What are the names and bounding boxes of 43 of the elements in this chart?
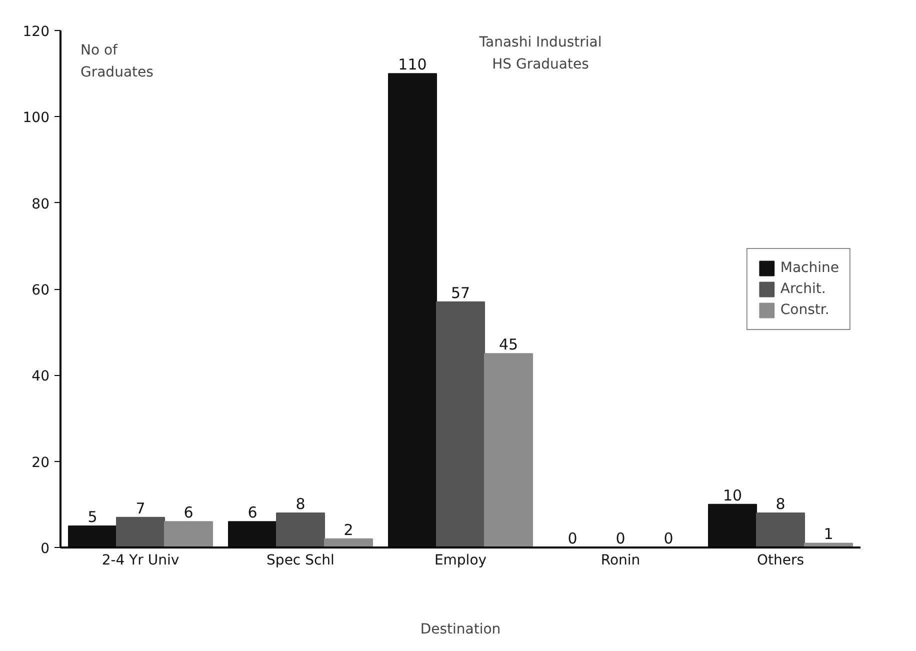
legend-label: Archit. xyxy=(780,280,826,296)
y-tick-label: 100 xyxy=(22,110,50,126)
legend-label: Constr. xyxy=(780,302,830,318)
y-tick-label: 60 xyxy=(32,282,50,298)
x-tick-label: 2-4 Yr Univ xyxy=(102,552,180,568)
data-label: 6 xyxy=(248,504,258,522)
data-label: 7 xyxy=(136,499,146,518)
data-label: 0 xyxy=(568,530,578,548)
data-label: 57 xyxy=(450,284,470,302)
bar xyxy=(164,521,213,548)
legend-label: Machine xyxy=(780,260,839,276)
bar xyxy=(116,516,165,548)
x-tick-label: Employ xyxy=(434,552,487,568)
data-label: 10 xyxy=(722,486,742,504)
data-label: 110 xyxy=(398,56,427,74)
bar xyxy=(388,73,437,548)
y-tick-label: 80 xyxy=(32,196,50,212)
bar xyxy=(276,512,325,548)
bar xyxy=(756,512,805,548)
y-tick-label: 20 xyxy=(32,454,50,471)
data-label: 45 xyxy=(498,336,518,354)
data-label: 1 xyxy=(824,525,834,544)
data-label: 8 xyxy=(296,495,306,514)
bar xyxy=(68,525,117,548)
x-tick-label: Ronin xyxy=(600,552,640,568)
data-label: 6 xyxy=(184,504,194,522)
text: Tanashi Industrial HS Graduates xyxy=(478,34,602,72)
x-tick-label: Others xyxy=(756,552,804,568)
bar xyxy=(436,301,485,548)
y-tick-label: 40 xyxy=(32,368,50,385)
y-tick-label: 120 xyxy=(22,24,50,40)
data-label: 5 xyxy=(88,508,98,526)
y-axis-title: No of Graduates xyxy=(80,42,154,80)
y-tick-label: 0 xyxy=(40,541,50,557)
bar xyxy=(484,353,533,548)
x-axis-title: Destination xyxy=(420,622,501,638)
x-tick-label: Spec Schl xyxy=(266,552,334,568)
data-label: 2 xyxy=(344,520,354,539)
data-label: 8 xyxy=(776,495,786,514)
bar xyxy=(228,521,277,548)
data-label: 0 xyxy=(616,530,626,548)
data-label: 0 xyxy=(664,530,674,548)
bar xyxy=(708,504,757,548)
